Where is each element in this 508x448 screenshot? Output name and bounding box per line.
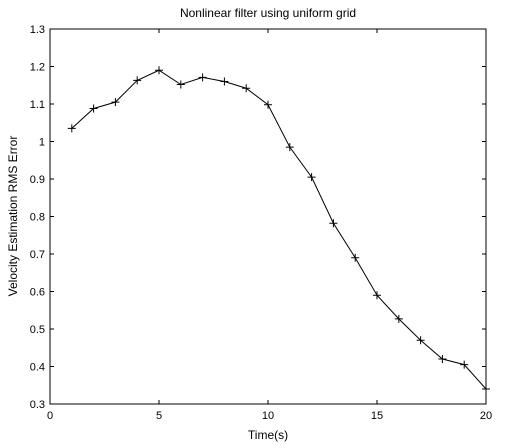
data-point-marker xyxy=(482,385,490,393)
x-axis-ticks: 0 5 10 15 20 xyxy=(47,29,492,422)
y-tick-label: 0.7 xyxy=(30,249,45,261)
data-point-marker xyxy=(329,219,338,228)
data-point-marker xyxy=(460,360,469,369)
y-tick-label: 0.6 xyxy=(30,287,45,299)
y-tick-label: 1 xyxy=(39,137,45,149)
data-point-marker xyxy=(198,73,207,82)
y-tick-label: 1.3 xyxy=(30,24,45,36)
data-point-marker xyxy=(373,291,381,300)
x-tick-label: 10 xyxy=(262,410,274,422)
data-point-marker xyxy=(438,355,447,363)
data-point-marker xyxy=(416,336,425,345)
data-point-marker xyxy=(351,253,360,262)
x-tick-label: 0 xyxy=(47,410,53,422)
x-tick-label: 20 xyxy=(480,410,492,422)
y-tick-label: 0.8 xyxy=(30,212,45,224)
y-tick-label: 1.2 xyxy=(30,62,45,74)
data-point-marker xyxy=(89,104,98,113)
data-point-marker xyxy=(155,66,163,75)
y-tick-label: 0.4 xyxy=(30,362,45,374)
data-point-marker xyxy=(242,84,251,93)
data-point-marker xyxy=(67,124,76,133)
data-point-marker xyxy=(307,173,316,182)
y-tick-label: 0.3 xyxy=(30,399,45,411)
chart-title: Nonlinear filter using uniform grid xyxy=(180,6,356,20)
y-axis-ticks: 0.3 0.4 0.5 0.6 0.7 0.8 0.9 1 1.1 1.2 1.3 xyxy=(30,24,486,411)
y-tick-label: 1.1 xyxy=(30,99,45,111)
x-tick-label: 15 xyxy=(371,410,383,422)
y-tick-label: 0.9 xyxy=(30,174,45,186)
series-line xyxy=(71,69,487,390)
x-axis-label: Time(s) xyxy=(248,428,288,442)
x-tick-label: 5 xyxy=(156,410,162,422)
series-layer xyxy=(67,66,490,393)
plot-area-frame xyxy=(49,28,487,405)
data-point-marker xyxy=(176,80,185,89)
data-point-marker xyxy=(111,98,120,107)
data-point-marker xyxy=(264,100,272,109)
data-point-marker xyxy=(220,77,229,86)
data-point-marker xyxy=(133,76,142,85)
y-axis-label: Velocity Estimation RMS Error xyxy=(6,136,20,297)
y-tick-label: 0.5 xyxy=(30,324,45,336)
data-point-marker xyxy=(394,314,403,323)
data-point-marker xyxy=(285,143,294,152)
